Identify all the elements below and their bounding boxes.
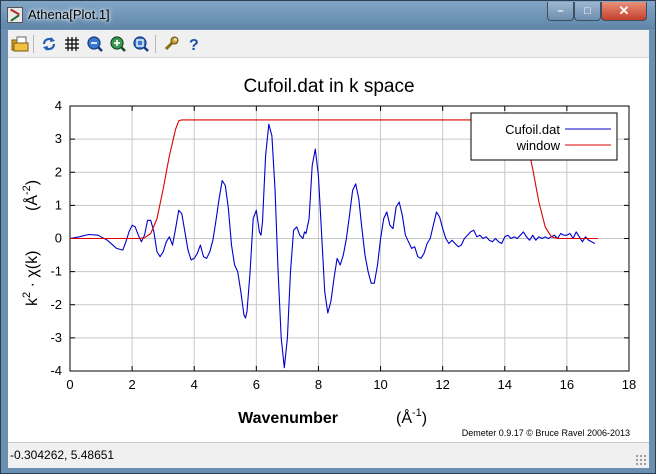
y-axis-label-exp: 2 [21, 292, 33, 298]
legend-box [470, 112, 618, 161]
grid-icon [65, 37, 79, 51]
refresh-button[interactable] [39, 34, 59, 54]
y-tick-label: -3 [50, 330, 62, 345]
toolbar-separator [155, 35, 156, 53]
toolbar: ? [8, 30, 649, 58]
refresh-icon [42, 37, 56, 51]
y-tick-label: -4 [50, 363, 62, 378]
x-tick-label: 8 [315, 377, 322, 392]
minimize-button[interactable]: – [547, 2, 574, 21]
svg-text:(Å-2): (Å-2) [21, 180, 41, 211]
open-folder-icon [11, 36, 29, 52]
zoom-reset-button[interactable] [131, 34, 151, 54]
x-axis-label: Wavenumber [238, 410, 338, 427]
y-axis-label-chi: · χ(k) [24, 251, 41, 292]
status-bar: -0.304262, 5.48651 [8, 442, 649, 468]
y-tick-label: 0 [55, 231, 62, 246]
data-series [69, 119, 598, 369]
grid-lines [70, 106, 629, 371]
zoom-out-icon [110, 36, 126, 52]
toolbar-separator [33, 35, 34, 53]
x-axis-label-text: Wavenumber [238, 410, 338, 427]
plot-area[interactable]: 0 2 4 6 8 10 12 14 16 18 -4 -3 -2 -1 0 1 2 3 4 Cufoil.dat … [8, 58, 649, 442]
resize-grip-icon[interactable] [635, 454, 647, 466]
open-folder-button[interactable] [10, 34, 30, 54]
y-axis-unit-text: (Å [22, 195, 41, 211]
y-tick-label: -2 [50, 297, 62, 312]
footer-credit: Demeter 0.9.17 © Bruce Ravel 2006-2013 [462, 428, 630, 438]
plot-app-icon [7, 7, 23, 23]
legend-label-cufoil: Cufoil.dat [505, 122, 560, 137]
y-tick-label: 4 [55, 98, 62, 113]
svg-text:k2 · χ(k): k2 · χ(k) [21, 251, 41, 306]
y-axis-unit-close: ) [24, 180, 41, 185]
y-tick-label: -1 [50, 264, 62, 279]
window-title: Athena[Plot.1] [28, 7, 110, 22]
x-axis-unit: (Å-1) [396, 407, 427, 427]
title-bar[interactable]: Athena[Plot.1] – □ ✕ [1, 1, 655, 29]
svg-text:?: ? [189, 37, 199, 53]
legend-label-window: window [516, 138, 561, 153]
x-axis-unit-close: ) [422, 410, 427, 427]
grid-toggle-button[interactable] [62, 34, 82, 54]
help-icon: ? [189, 37, 199, 53]
zoom-out-button[interactable] [108, 34, 128, 54]
x-tick-label: 12 [435, 377, 449, 392]
y-tick-label: 1 [55, 197, 62, 212]
help-button[interactable]: ? [184, 34, 204, 54]
x-axis-unit-exponent: -1 [412, 407, 422, 419]
y-axis-label-k: k [24, 297, 41, 306]
y-tick-label: 2 [55, 164, 62, 179]
x-tick-label: 2 [128, 377, 135, 392]
y-axis-label: k2 · χ(k) (Å-2) [21, 180, 41, 306]
y-axis-unit-exp: -2 [21, 185, 33, 195]
series-line-window [70, 119, 598, 240]
x-tick-label: 18 [622, 377, 636, 392]
zoom-in-button[interactable] [85, 34, 105, 54]
zoom-in-icon [87, 36, 103, 52]
x-tick-label: 0 [66, 377, 73, 392]
x-tick-label: 4 [191, 377, 198, 392]
maximize-button[interactable]: □ [574, 2, 601, 21]
legend: Cufoil.dat window [470, 112, 618, 161]
chart-title: Cufoil.dat in k space [243, 76, 414, 97]
series-line-cufoil-dat [69, 123, 596, 369]
y-tick-label: 3 [55, 131, 62, 146]
x-tick-label: 10 [373, 377, 387, 392]
cursor-coordinates: -0.304262, 5.48651 [10, 448, 115, 462]
wrench-icon [164, 36, 179, 51]
x-axis-unit-text: (Å [396, 408, 412, 427]
settings-button[interactable] [161, 34, 181, 54]
x-tick-label: 6 [253, 377, 260, 392]
close-button[interactable]: ✕ [601, 2, 647, 21]
x-tick-label: 16 [560, 377, 574, 392]
x-tick-label: 14 [498, 377, 512, 392]
zoom-reset-icon [133, 36, 149, 52]
